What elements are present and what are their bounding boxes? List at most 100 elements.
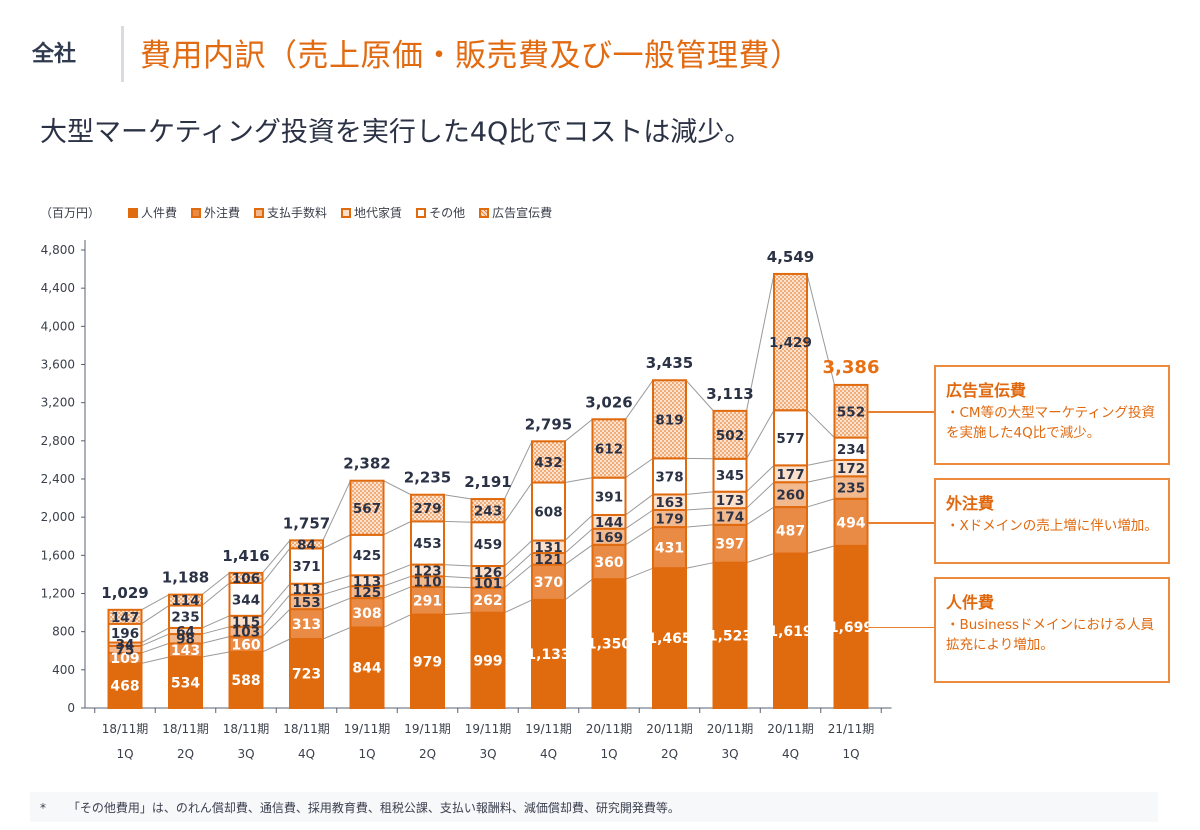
bar-value-label-fees: 235: [837, 481, 865, 497]
bar-segment-advertising: [531, 440, 566, 484]
y-tick-label: 4,000: [41, 319, 75, 333]
connector-line-other: [262, 548, 291, 584]
chart-legend: 人件費 外注費 支払手数料 地代家賃 その他 広告宣伝費: [128, 204, 552, 221]
bar-segment-personnel: [591, 578, 627, 709]
x-tick-label-quarter: 1Q: [600, 747, 617, 761]
x-tick-label-period: 21/11期: [828, 722, 875, 736]
connector-line-advertising: [322, 480, 351, 541]
bar-value-label-outsourcing: 291: [413, 594, 442, 610]
bar-value-label-other: 235: [171, 610, 199, 626]
connector-line-personnel: [322, 627, 351, 640]
bar-segment-advertising: [107, 608, 143, 625]
bar-value-label-rent: 163: [655, 495, 683, 511]
bar-value-label-fees: 260: [776, 488, 804, 504]
bar-value-label-personnel: 468: [110, 679, 139, 695]
bar-stack: [591, 418, 627, 709]
connector-line-advertising: [443, 494, 472, 500]
bar-value-label-fees: 174: [716, 509, 744, 525]
header-scope: 全社: [32, 42, 77, 67]
connector-line-personnel: [564, 578, 593, 601]
y-tick-label: 1,600: [41, 548, 75, 562]
legend-label: 地代家賃: [354, 206, 403, 220]
legend-item-rent: 地代家賃: [341, 204, 402, 221]
bar-value-label-other: 196: [111, 626, 139, 642]
connector-line-personnel: [201, 651, 230, 658]
x-tick-label-quarter: 4Q: [540, 747, 557, 761]
connector-line-personnel: [806, 545, 835, 555]
header-divider: [121, 26, 124, 82]
connector-line-rent: [806, 459, 835, 466]
connector-line-rent: [443, 564, 472, 567]
connector-line-advertising: [625, 379, 654, 420]
bar-value-label-personnel: 534: [171, 676, 200, 692]
bar-value-label-rent: 113: [353, 574, 381, 590]
bar-value-label-outsourcing: 109: [110, 651, 139, 667]
callout-body: ・Xドメインの売上増に伴い増加。: [946, 518, 1158, 534]
bar-total-label: 1,029: [101, 584, 148, 602]
bar-stack: [228, 571, 264, 709]
connector-line-personnel: [262, 638, 291, 653]
footnote-text: 「その他費用」は、のれん償却費、通信費、採用教育費、租税公課、支払い報酬料、減価…: [67, 801, 680, 815]
bar-total-label: 1,416: [222, 547, 269, 565]
connector-line-fees: [443, 575, 472, 579]
bar-value-label-advertising: 612: [595, 441, 623, 457]
connector-line-outsourcing: [443, 586, 472, 589]
data-labels: 46810975341961471,02953414398642351141,1…: [101, 248, 879, 695]
bar-value-label-outsourcing: 143: [171, 643, 200, 659]
bar-stack: [833, 383, 869, 709]
bar-segment-personnel: [228, 650, 264, 709]
legend-label: 支払手数料: [267, 206, 328, 220]
connector-line-other: [322, 534, 351, 549]
bar-value-label-advertising: 1,429: [769, 335, 812, 351]
connector-line-advertising: [141, 594, 170, 611]
connector-line-personnel: [746, 553, 775, 564]
bar-segment-other: [289, 547, 324, 585]
bar-segment-outsourcing: [773, 506, 808, 555]
bar-value-label-rent: 34: [116, 637, 135, 653]
x-tick-label-period: 18/11期: [283, 722, 330, 736]
connector-line-fees: [383, 575, 412, 587]
bar-value-label-other: 425: [353, 548, 381, 564]
bar-value-label-rent: 113: [292, 582, 320, 598]
bar-value-label-fees: 75: [116, 642, 135, 658]
bar-value-label-other: 234: [837, 442, 865, 458]
bar-value-label-advertising: 84: [297, 537, 316, 553]
y-tick-label: 4,400: [41, 281, 75, 295]
connector-line-outsourcing: [625, 526, 654, 546]
connector-line-other: [806, 409, 835, 438]
bar-total-label: 2,191: [464, 473, 511, 491]
x-tick-label-period: 19/11期: [404, 722, 451, 736]
bar-value-label-other: 453: [413, 536, 441, 552]
connector-line-rent: [746, 464, 775, 493]
legend-swatch-fees: [254, 207, 265, 218]
x-tick-label-quarter: 1Q: [842, 747, 859, 761]
connector-line-personnel: [383, 614, 412, 628]
callout-leader-line: [867, 522, 934, 524]
connector-line-other: [746, 410, 775, 460]
bar-segment-other: [652, 457, 687, 496]
connector-line-other: [504, 482, 533, 523]
bar-total-label: 3,113: [706, 385, 753, 403]
bar-segment-other: [591, 476, 627, 516]
x-tick-label-period: 18/11期: [223, 722, 270, 736]
bar-value-label-advertising: 279: [413, 501, 441, 517]
connector-line-other: [201, 582, 230, 606]
callout-body: ・CM等の大型マーケティング投資を実施した4Q比で減少。: [946, 405, 1155, 441]
bar-value-label-advertising: 819: [655, 412, 683, 428]
bar-value-label-outsourcing: 360: [594, 555, 623, 571]
legend-swatch-advertising: [479, 207, 490, 218]
y-tick-label: 0: [67, 701, 75, 715]
callout-personnel: 人件費 ・Businessドメインにおける人員拡充により増加。: [934, 577, 1170, 683]
bar-segment-personnel: [289, 638, 324, 710]
x-tick-label-quarter: 1Q: [116, 747, 133, 761]
bar-value-label-fees: 98: [176, 632, 195, 648]
connector-line-advertising: [504, 441, 533, 500]
connector-line-fees: [564, 528, 593, 554]
y-tick-label: 2,000: [41, 510, 75, 524]
bar-value-label-other: 345: [716, 468, 744, 484]
footnote-marker: *: [40, 801, 46, 815]
x-tick-label-quarter: 2Q: [419, 747, 436, 761]
connector-line-fees: [262, 594, 291, 628]
bar-segment-advertising: [591, 418, 627, 479]
bar-value-label-personnel: 979: [413, 654, 442, 670]
